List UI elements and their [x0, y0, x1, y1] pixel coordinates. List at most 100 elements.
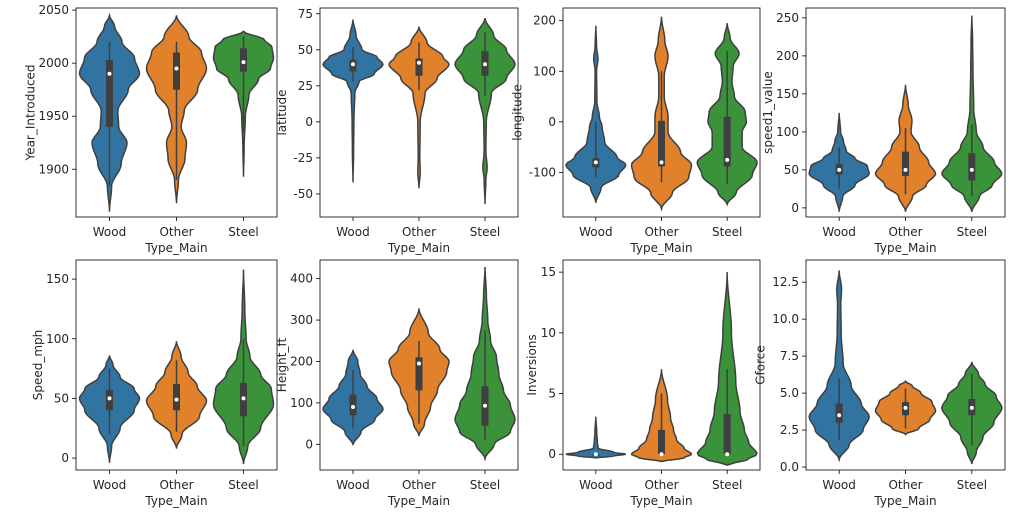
subplot-8: 0.0 2.5 5.0 7.5 10.0 12.5 Wood Other Steel Type_M…	[753, 259, 1006, 508]
iqr-box-other	[415, 357, 423, 391]
y-tick-label: 200	[776, 49, 799, 63]
iqr-box-wood	[835, 403, 843, 423]
x-tick-label: Wood	[336, 225, 369, 239]
median-point-wood	[107, 71, 112, 76]
y-tick-label: 5.0	[780, 386, 799, 400]
median-point-other	[903, 405, 908, 410]
subplot-1: 1900 1950 2000 2050 Wood Other Steel Type_Main Y…	[23, 3, 278, 255]
y-tick-label: -25	[293, 151, 313, 165]
y-tick-label: 400	[290, 272, 313, 286]
subplot-7: 0 5 10 15 Wood Other Steel Type_Main Inversions	[525, 259, 761, 508]
y-tick-label: 2050	[38, 3, 69, 17]
x-axis-label: Type_Main	[873, 494, 936, 508]
iqr-box-wood	[349, 394, 357, 416]
iqr-box-other	[173, 384, 180, 411]
y-tick-label: 0	[61, 451, 69, 465]
y-tick-label: 10	[541, 326, 556, 340]
violin-steel	[941, 15, 1003, 212]
x-tick-label: Other	[888, 478, 922, 492]
x-tick-label: Steel	[228, 478, 258, 492]
median-point-wood	[837, 167, 842, 172]
y-axis-label: speed1_value	[761, 71, 775, 154]
iqr-box-steel	[968, 153, 976, 181]
median-point-steel	[725, 452, 730, 457]
x-tick-label: Steel	[957, 478, 987, 492]
median-point-other	[174, 397, 179, 402]
violin-wood	[322, 19, 384, 183]
x-tick-label: Steel	[712, 478, 742, 492]
x-axis-label: Type_Main	[387, 494, 450, 508]
y-tick-label: 50	[298, 43, 313, 57]
y-axis-label: Gforce	[753, 345, 767, 385]
iqr-box-other	[902, 151, 909, 176]
subplot-4: 0 50 100 150 200 250 Wood Other Steel Type_Main sp…	[761, 7, 1006, 255]
median-point-steel	[483, 62, 487, 67]
y-tick-label: 0	[791, 201, 799, 215]
median-point-wood	[837, 413, 842, 418]
y-tick-label: 100	[776, 125, 799, 139]
x-axis-label: Type_Main	[629, 494, 692, 508]
median-point-wood	[351, 62, 355, 67]
y-tick-label: 0.0	[780, 460, 799, 474]
y-tick-label: 50	[54, 391, 69, 405]
iqr-box-other	[173, 52, 180, 90]
y-tick-label: 10.0	[772, 312, 799, 326]
x-tick-label: Other	[159, 478, 193, 492]
y-tick-label: 25	[298, 79, 313, 93]
x-axis-label: Type_Main	[144, 241, 207, 255]
x-tick-label: Steel	[470, 225, 500, 239]
y-tick-label: 75	[298, 7, 313, 21]
iqr-box-other	[658, 120, 665, 167]
subplot-6: 0 100 200 300 400 Wood Other Steel Type_Main Heig…	[275, 259, 519, 508]
iqr-box-steel	[723, 414, 731, 455]
violin-wood	[564, 25, 627, 203]
y-tick-label: 200	[533, 14, 556, 28]
median-point-steel	[725, 157, 730, 162]
y-axis-label: Speed_mph	[31, 330, 45, 401]
x-tick-label: Other	[644, 225, 678, 239]
x-tick-label: Wood	[822, 478, 855, 492]
median-point-steel	[483, 403, 487, 408]
x-axis-label: Type_Main	[144, 494, 207, 508]
x-tick-label: Steel	[712, 225, 742, 239]
x-tick-label: Wood	[93, 225, 126, 239]
y-tick-label: 7.5	[780, 349, 799, 363]
y-tick-label: 1900	[38, 162, 69, 176]
y-tick-label: 100	[46, 332, 69, 346]
iqr-box-other	[658, 429, 665, 455]
median-point-steel	[969, 167, 974, 172]
iqr-box-other	[415, 58, 423, 76]
y-tick-label: 50	[784, 163, 799, 177]
iqr-box-wood	[106, 59, 113, 127]
violin-wood	[808, 270, 870, 463]
y-tick-label: 250	[776, 11, 799, 25]
y-tick-label: 150	[776, 87, 799, 101]
median-point-steel	[241, 60, 246, 65]
subplot-3: -100 0 100 200 Wood Other Steel Type_Main longit…	[510, 7, 761, 255]
median-point-other	[659, 452, 664, 457]
x-tick-label: Wood	[336, 478, 369, 492]
x-tick-label: Other	[159, 225, 193, 239]
median-point-wood	[107, 396, 112, 401]
median-point-wood	[593, 452, 598, 457]
violin-other	[388, 26, 450, 189]
subplot-2: -50 -25 0 25 50 75 Wood Other Steel Type_Main lati…	[275, 7, 519, 255]
subplot-5: 0 50 100 150 Wood Other Steel Type_Main Speed_mp…	[31, 259, 278, 508]
median-point-steel	[969, 405, 974, 410]
median-point-wood	[593, 160, 598, 165]
median-point-other	[417, 60, 421, 65]
y-tick-label: 12.5	[772, 275, 799, 289]
x-tick-label: Steel	[470, 478, 500, 492]
y-tick-label: 0	[548, 447, 556, 461]
y-tick-label: 0	[305, 115, 313, 129]
y-tick-label: -100	[529, 165, 556, 179]
x-tick-label: Wood	[93, 478, 126, 492]
x-tick-label: Other	[402, 225, 436, 239]
x-axis-label: Type_Main	[387, 241, 450, 255]
x-tick-label: Other	[888, 225, 922, 239]
x-tick-label: Other	[644, 478, 678, 492]
y-tick-label: 2.5	[780, 423, 799, 437]
y-axis-label: Inversions	[525, 334, 539, 395]
violin-steel	[696, 272, 758, 466]
